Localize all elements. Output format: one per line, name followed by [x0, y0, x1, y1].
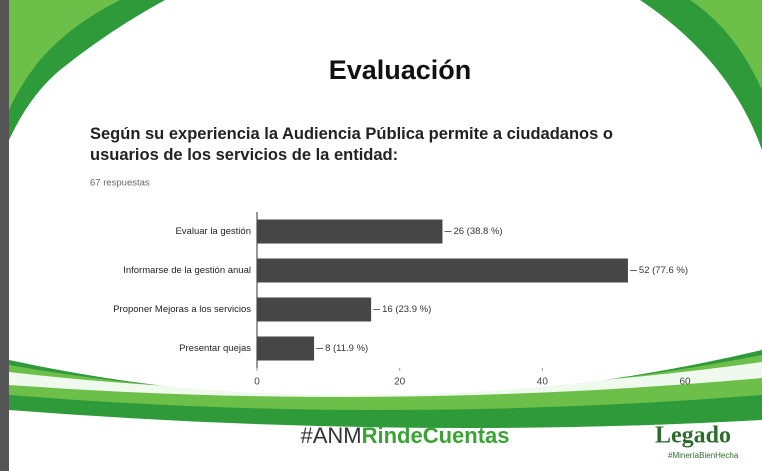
x-tick-label: 20 [394, 377, 406, 388]
question: Según su experiencia la Audiencia Públic… [90, 124, 670, 166]
category-label: Informarse de la gestión anual [86, 265, 251, 276]
category-label: Proponer Mejoras a los servicios [86, 304, 251, 315]
value-label: 8 (11.9 %) [325, 343, 368, 354]
value-label: 16 (23.9 %) [382, 304, 431, 315]
hashtag-prefix: #ANM [300, 423, 361, 448]
value-label: 26 (38.8 %) [453, 226, 502, 237]
left-strip [0, 0, 9, 471]
category-label: Presentar quejas [86, 343, 251, 354]
x-tick-label: 40 [537, 377, 549, 388]
hashtag: #ANMRindeCuentas [300, 423, 509, 448]
category-label: Evaluar la gestión [86, 226, 251, 237]
bar [257, 298, 371, 322]
hashtag-highlight: RindeCuentas [362, 423, 510, 448]
slide-title: Evaluación [329, 55, 472, 85]
response-count: 67 respuestas [90, 178, 150, 189]
x-tick-label: 60 [679, 377, 691, 388]
bar [257, 337, 314, 361]
bar [257, 259, 628, 283]
logo-name: Legado [655, 423, 731, 449]
value-label: 52 (77.6 %) [639, 265, 688, 276]
bar [257, 220, 442, 244]
logo-tagline: #MineríaBienHecha [668, 451, 739, 460]
x-tick-label: 0 [254, 377, 260, 388]
slide: Evaluación 67 respuestas #ANMRindeCuenta… [0, 0, 762, 471]
